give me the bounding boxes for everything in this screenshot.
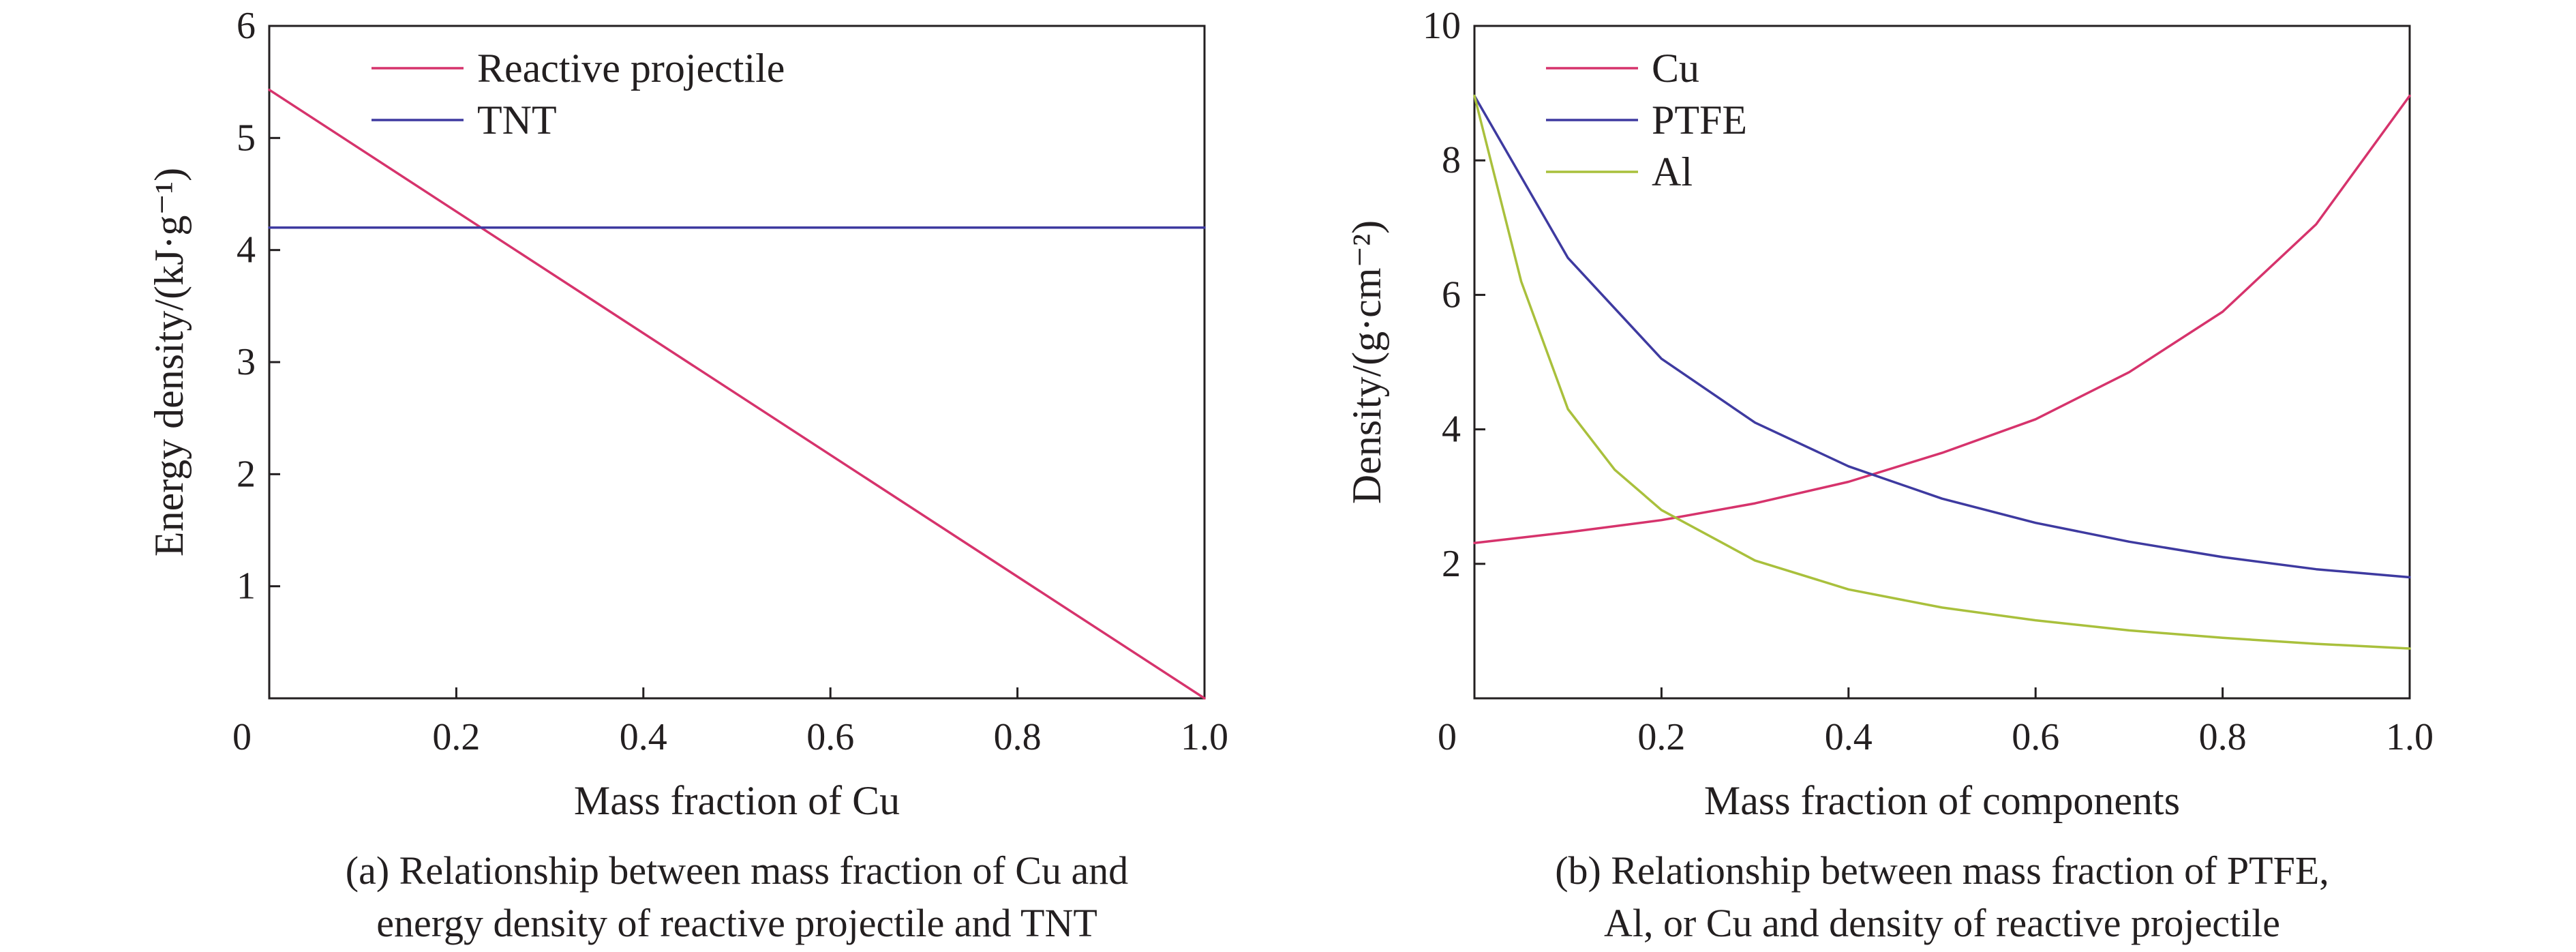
chart-a: 0 0.2 0.4 0.6 0.8 1.0 1 2 3 4 5 6 Mass fraction of C… [147,5,1228,945]
x-tick-label: 0.6 [806,716,854,758]
y-tick-label: 6 [1442,273,1461,316]
legend-label: Cu [1652,46,1699,91]
plot-frame [1473,25,2411,700]
y-axis-title: Density/(g·cm⁻²) [1344,220,1389,504]
chart-b: 0 0.2 0.4 0.6 0.8 1.0 2 4 6 8 10 Mass fraction of c… [1344,5,2434,945]
series-line [268,88,1206,700]
x-tick-label: 0.4 [620,716,667,758]
y-tick-label: 4 [237,229,256,271]
y-tick-label: 8 [1442,139,1461,181]
x-tick-label: 0.4 [1825,716,1873,758]
y-tick-label: 10 [1423,5,1461,47]
x-tick-label: 0 [232,716,252,758]
legend-label: Al [1652,149,1693,194]
caption-line: energy density of reactive projectile an… [376,901,1097,945]
series-line [1473,94,2411,650]
y-axis-title: Energy density/(kJ·g⁻¹) [147,168,192,556]
legend-label: TNT [477,98,557,143]
legend: Cu PTFE Al [1546,46,1747,194]
y-tick-label: 2 [237,453,256,495]
legend-label: Reactive projectile [477,46,785,91]
x-tick-label: 1.0 [1181,716,1228,758]
x-tick-label: 0.8 [2199,716,2247,758]
series-line [1473,94,2411,544]
caption-line: Al, or Cu and density of reactive projec… [1604,901,2280,945]
y-tick-label: 6 [237,5,256,47]
x-axis-title: Mass fraction of components [1704,778,2180,823]
caption-line: (a) Relationship between mass fraction o… [346,848,1128,893]
caption-line: (b) Relationship between mass fraction o… [1555,848,2329,893]
legend: Reactive projectile TNT [372,46,785,143]
x-tick-label: 0 [1438,716,1457,758]
y-tick-label: 3 [237,341,256,383]
y-tick-label: 4 [1442,408,1461,451]
plot-frame [268,25,1206,700]
series-line [1473,94,2411,579]
y-tick-label: 1 [237,565,256,608]
x-tick-label: 0.2 [432,716,480,758]
y-tick-label: 2 [1442,543,1461,585]
y-tick-label: 5 [237,117,256,159]
x-tick-label: 0.8 [994,716,1042,758]
x-tick-label: 0.6 [2012,716,2059,758]
x-tick-label: 0.2 [1637,716,1685,758]
x-tick-label: 1.0 [2386,716,2434,758]
legend-label: PTFE [1652,98,1747,143]
x-axis-title: Mass fraction of Cu [574,778,900,823]
